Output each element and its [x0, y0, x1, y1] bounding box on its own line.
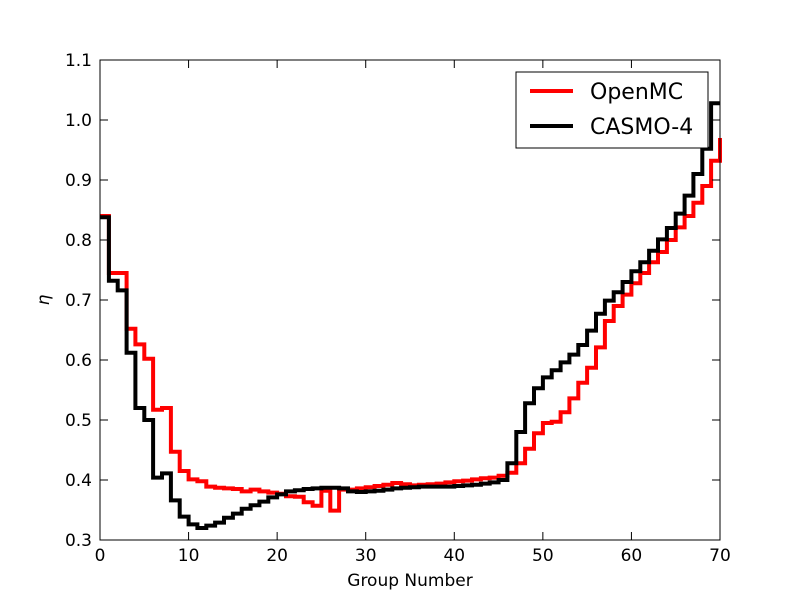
y-tick-label: 0.6: [65, 351, 92, 371]
legend: OpenMC CASMO-4: [515, 71, 709, 149]
y-tick-label: 0.5: [65, 411, 92, 431]
x-tick-label: 40: [443, 546, 465, 566]
y-tick-label: 1.0: [65, 111, 92, 131]
x-tick-label: 20: [266, 546, 288, 566]
y-tick-label: 1.1: [65, 51, 92, 71]
y-tick-label: 0.8: [65, 231, 92, 251]
legend-label-casmo4: CASMO-4: [590, 115, 693, 140]
x-tick-label: 60: [621, 546, 643, 566]
x-tick-label: 10: [178, 546, 200, 566]
x-tick-label: 70: [709, 546, 731, 566]
series-layer: [100, 101, 722, 530]
x-tick-label: 50: [532, 546, 554, 566]
y-tick-label: 0.9: [65, 171, 92, 191]
x-tick-label: 0: [95, 546, 106, 566]
series-line-casmo-4: [100, 101, 720, 530]
y-tick-label: 0.7: [65, 291, 92, 311]
y-tick-label: 0.4: [65, 471, 92, 491]
x-axis-label: Group Number: [347, 571, 472, 591]
x-tick-label: 30: [355, 546, 377, 566]
y-tick-label: 0.3: [65, 531, 92, 551]
y-axis-label: η: [34, 294, 54, 305]
axis-ticks: 0 10 20 30 40 50 60 70 0.3 0.4 0.5 0.6 0.7 0.8 0.9 1.0 1…: [65, 51, 731, 566]
legend-label-openmc: OpenMC: [590, 80, 683, 105]
legend-box: [515, 71, 709, 149]
